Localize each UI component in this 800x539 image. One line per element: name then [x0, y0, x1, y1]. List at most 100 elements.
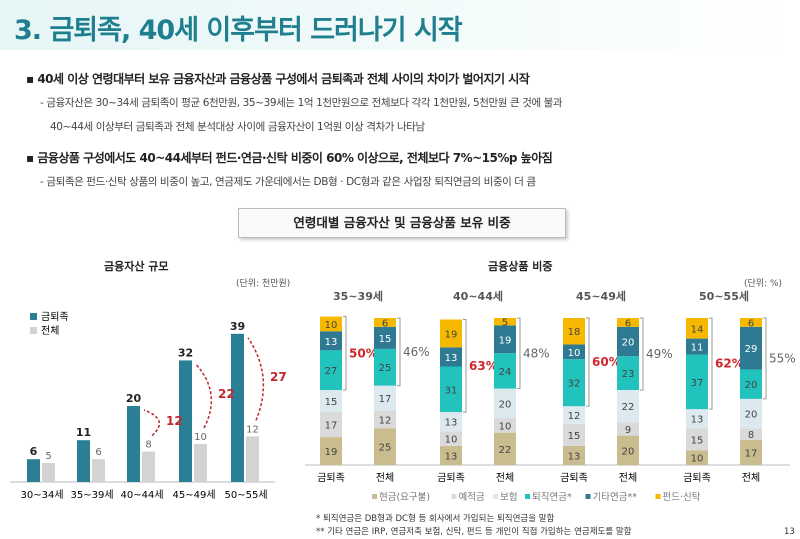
segment-label: 25 — [379, 443, 392, 454]
left-bar-1-0 — [42, 463, 55, 482]
legend-label-1: 전체 — [41, 325, 59, 337]
segment-label: 6 — [748, 318, 754, 329]
stack-segment-5 — [563, 318, 585, 345]
left-bar-label: 39 — [230, 320, 245, 333]
stack-segment-4 — [494, 325, 516, 354]
group-label: 50~55세 — [699, 289, 749, 303]
left-x-tick: 30~34세 — [20, 489, 63, 501]
stack-segment-3 — [320, 350, 342, 391]
legend-swatch — [493, 494, 498, 499]
bracket-total: 60% — [592, 355, 621, 369]
stack-segment-0 — [563, 445, 585, 465]
segment-label: 23 — [622, 369, 635, 380]
segment-label: 13 — [445, 353, 458, 364]
stack-segment-5 — [686, 318, 708, 339]
stack-segment-1 — [740, 428, 762, 441]
segment-label: 12 — [379, 415, 392, 426]
left-bar-label: 8 — [145, 440, 151, 451]
legend-swatch-0 — [30, 313, 37, 320]
left-bar-label: 6 — [95, 447, 101, 458]
stack-segment-1 — [374, 410, 396, 429]
page-number: 13 — [784, 527, 795, 537]
bracket — [763, 317, 767, 400]
left-bar-label: 20 — [126, 392, 142, 405]
segment-label: 10 — [499, 421, 512, 432]
left-x-tick: 40~44세 — [120, 489, 163, 501]
bullet-2-text: 금융상품 구성에서도 40~44세부터 펀드·연금·신탁 비중이 60% 이상으… — [37, 151, 553, 165]
segment-label: 20 — [745, 380, 758, 391]
bracket-total: 63% — [469, 359, 498, 373]
segment-label: 25 — [379, 363, 392, 374]
bullet-1-text: 40세 이상 연령대부터 보유 금융자산과 금융상품 구성에서 금퇴족과 전체 … — [37, 72, 530, 86]
stack-segment-1 — [563, 423, 585, 446]
segment-label: 10 — [325, 320, 338, 331]
segment-label: 17 — [325, 421, 338, 432]
segment-label: 15 — [568, 431, 581, 442]
legend-label: 보험 — [500, 492, 517, 503]
legend-swatch — [372, 494, 377, 499]
gap-label: 12 — [166, 414, 183, 428]
bracket-total: 50% — [349, 346, 378, 360]
stack-segment-3 — [440, 366, 462, 413]
bar-label: 전체 — [742, 472, 760, 484]
stack-segment-0 — [320, 437, 342, 465]
stack-segment-2 — [374, 385, 396, 411]
segment-label: 6 — [625, 318, 631, 329]
stack-segment-4 — [374, 326, 396, 349]
left-bar-1-4 — [246, 436, 259, 482]
stack-segment-5 — [494, 318, 516, 326]
segment-label: 12 — [568, 411, 581, 422]
stack-segment-1 — [494, 417, 516, 433]
stack-segment-3 — [740, 369, 762, 399]
bracket-total: 48% — [523, 346, 550, 360]
segment-label: 15 — [325, 397, 338, 408]
gap-arrow — [247, 337, 265, 421]
left-bar-label: 11 — [76, 426, 91, 439]
segment-label: 19 — [499, 335, 512, 346]
stack-segment-2 — [740, 398, 762, 429]
segment-label: 10 — [568, 348, 581, 359]
segment-label: 20 — [745, 410, 758, 421]
segment-label: 15 — [691, 435, 704, 446]
segment-label: 17 — [745, 449, 758, 460]
stack-segment-2 — [686, 409, 708, 429]
legend-swatch-1 — [30, 327, 37, 334]
segment-label: 22 — [622, 402, 635, 413]
group-label: 40~44세 — [453, 289, 503, 303]
segment-label: 5 — [502, 318, 508, 329]
bracket — [343, 316, 347, 391]
footnote-2: ** 기타 연금은 IRP, 연금저축 보험, 신탁, 펀드 등 개인이 직접 … — [316, 527, 632, 537]
right-chart-title: 금융상품 비중 — [488, 260, 553, 273]
legend-label: 현금(요구불) — [379, 492, 430, 503]
stack-segment-4 — [740, 326, 762, 370]
left-bar-0-2 — [127, 406, 140, 482]
legend-swatch — [655, 494, 661, 499]
segment-label: 31 — [445, 385, 458, 396]
segment-label: 20 — [622, 338, 635, 349]
stack-segment-4 — [563, 344, 585, 360]
bar-label: 전체 — [496, 472, 514, 484]
stack-segment-4 — [320, 331, 342, 351]
segment-label: 19 — [445, 329, 458, 340]
left-bar-label: 12 — [246, 424, 259, 435]
legend-label: 펀드·신탁 — [663, 491, 701, 503]
stack-segment-1 — [686, 428, 708, 451]
stack-segment-2 — [563, 406, 585, 424]
segment-label: 8 — [748, 430, 754, 441]
legend-swatch — [525, 494, 530, 499]
right-chart-unit: (단위: %) — [744, 279, 783, 289]
left-bar-1-2 — [142, 451, 155, 482]
segment-label: 10 — [445, 435, 458, 446]
bracket — [586, 317, 590, 407]
stack-segment-5 — [320, 316, 342, 332]
stack-segment-1 — [320, 412, 342, 438]
footnote-1: * 퇴직연금은 DB형과 DC형 등 회사에서 가입되는 퇴직연금을 말함 — [316, 514, 555, 524]
page-title: 3. 금퇴족, 40세 이후부터 드러나기 시작 — [14, 15, 463, 46]
segment-label: 14 — [691, 324, 704, 335]
segment-label: 27 — [325, 366, 338, 377]
stack-segment-2 — [320, 390, 342, 413]
segment-label: 20 — [622, 446, 635, 457]
stack-segment-0 — [440, 445, 462, 465]
stack-segment-3 — [494, 353, 516, 389]
